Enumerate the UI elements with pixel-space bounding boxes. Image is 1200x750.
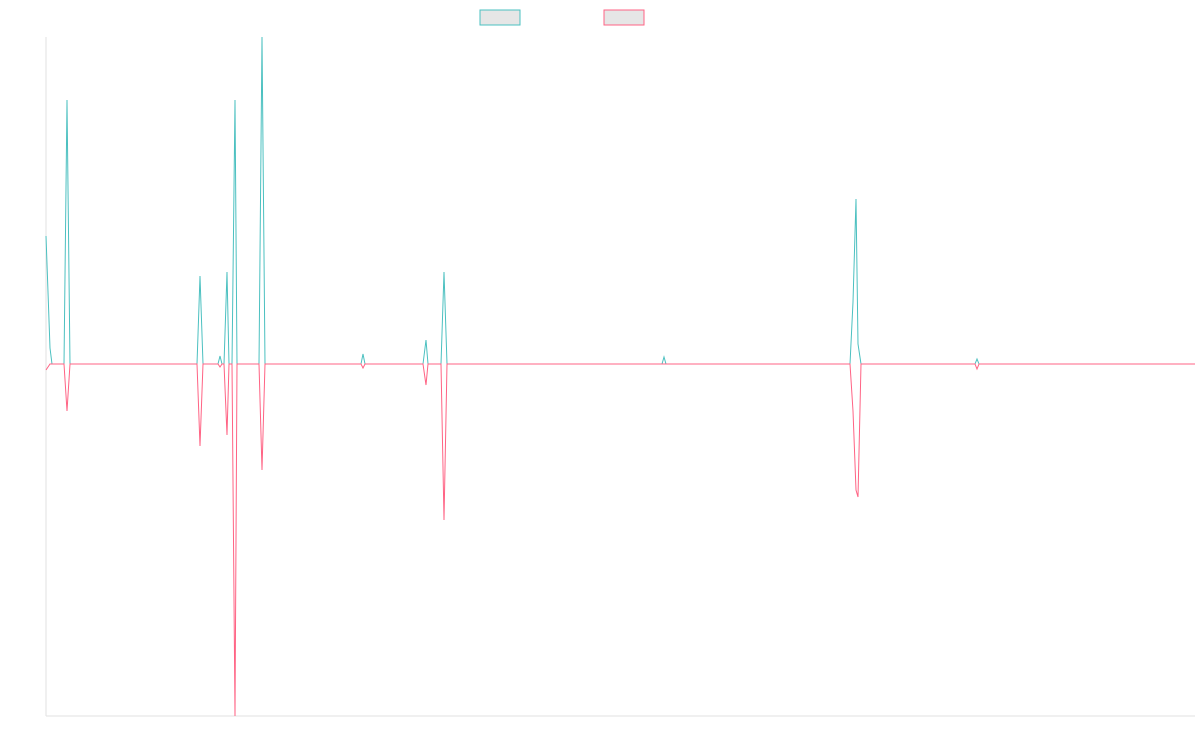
legend-swatch	[479, 9, 521, 26]
series-line	[45, 36, 1195, 365]
series-line	[45, 363, 1195, 717]
legend-swatch	[603, 9, 645, 26]
